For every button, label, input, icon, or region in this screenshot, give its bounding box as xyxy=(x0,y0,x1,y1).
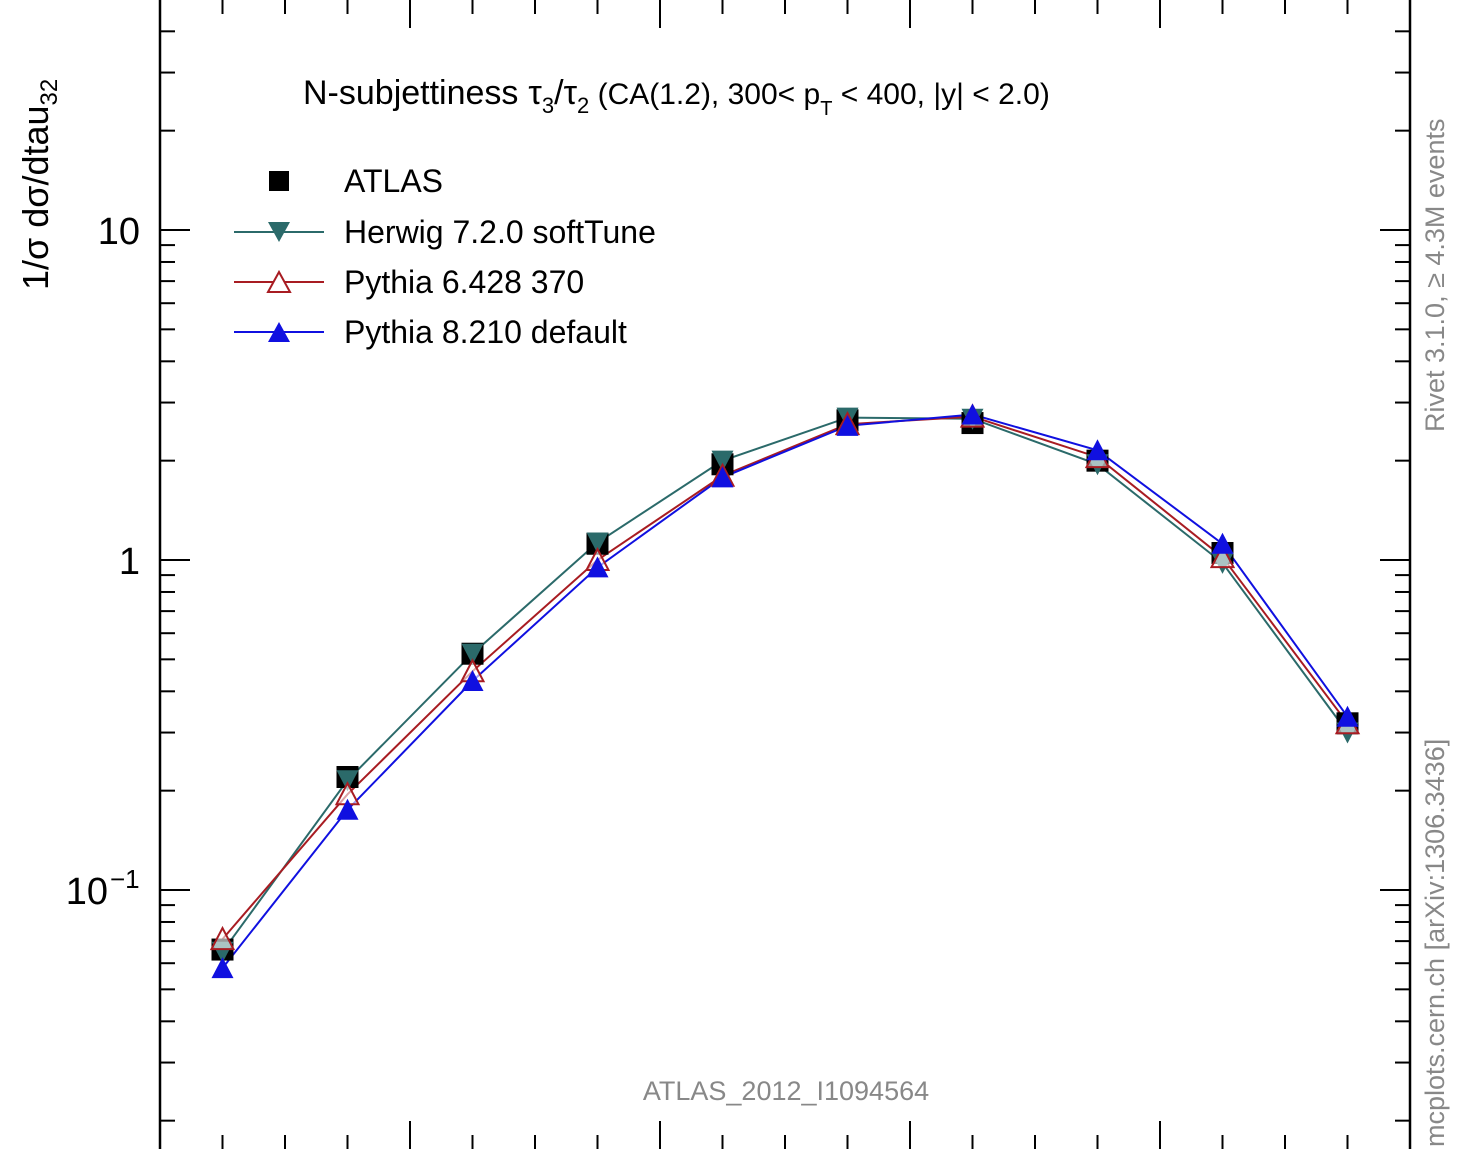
svg-text:1/σ dσ/dtau32: 1/σ dσ/dtau32 xyxy=(15,79,63,290)
point-herwig-7-2-0-softtune xyxy=(461,643,484,665)
chart-title-den-sub: 2 xyxy=(577,93,589,118)
legend-herwig-label: Herwig 7.2.0 softTune xyxy=(344,214,656,250)
y-tick-label-0.1-exponent: −1 xyxy=(110,864,140,894)
chart-title-num-sub: 3 xyxy=(542,93,554,118)
series-lines xyxy=(221,413,1349,969)
point-pythia-8-210-default xyxy=(836,414,859,436)
series-line-herwig-7-2-0-softtune xyxy=(221,416,1349,953)
y-axis-label-sub: 32 xyxy=(36,79,63,106)
series-line-pythia-6-428-370 xyxy=(221,415,1349,940)
x-axis-ticks xyxy=(221,0,1349,1149)
series-markers xyxy=(209,403,1361,979)
point-herwig-7-2-0-softtune xyxy=(336,770,359,792)
y-axis-label: 1/σ dσ/dtau32 xyxy=(15,79,63,290)
series-line-pythia-8-210-default xyxy=(221,413,1349,969)
legend-pythia6-label: Pythia 6.428 370 xyxy=(344,264,584,300)
legend-herwig-marker xyxy=(268,222,290,242)
y-tick-label-10: 10 xyxy=(98,211,140,253)
rivet-version-label: Rivet 3.1.0, ≥ 4.3M events xyxy=(1420,119,1450,432)
point-pythia-6-428-370 xyxy=(209,925,236,951)
legend-atlas-marker xyxy=(269,171,289,191)
point-herwig-7-2-0-softtune xyxy=(711,450,734,472)
chart-title-slash: / xyxy=(554,74,564,112)
y-tick-label-1: 1 xyxy=(119,541,140,583)
chart-title-word: N-subjettiness xyxy=(303,74,518,112)
analysis-id-label: ATLAS_2012_I1094564 xyxy=(643,1076,929,1106)
point-pythia-8-210-default xyxy=(711,466,734,488)
point-pythia-8-210-default xyxy=(336,798,359,820)
chart-title-pt-sub: T xyxy=(820,98,832,120)
point-pythia-8-210-default xyxy=(961,403,984,425)
legend-pythia8-label: Pythia 8.210 default xyxy=(344,314,627,350)
legend-pythia6-marker xyxy=(266,269,292,293)
chart-title: N-subjettiness τ3/τ2 (CA(1.2), 300< pT < … xyxy=(303,74,1050,120)
y-tick-label-0.1: 10 xyxy=(66,871,108,913)
legend: ATLAS Herwig 7.2.0 softTune Pythia 6.428… xyxy=(234,163,656,350)
y-axis-ticks xyxy=(160,30,1410,1122)
point-pythia-8-210-default xyxy=(1086,439,1109,461)
chart-title-cuts-b: < 400, |y| < 2.0) xyxy=(832,78,1049,111)
plot-frame xyxy=(158,0,1412,1149)
legend-atlas-label: ATLAS xyxy=(344,163,443,199)
chart-title-tau-num: τ xyxy=(528,74,542,112)
chart-title-cuts-a: (CA(1.2), 300< p xyxy=(589,78,820,111)
point-pythia-8-210-default xyxy=(1211,532,1234,554)
chart-title-tau-den: τ xyxy=(564,74,578,112)
point-pythia-6-428-370 xyxy=(1209,544,1236,569)
point-herwig-7-2-0-softtune xyxy=(586,532,609,554)
point-pythia-8-210-default xyxy=(1336,705,1359,727)
point-pythia-8-210-default xyxy=(211,957,234,979)
y-axis-label-main: 1/σ dσ/dtau xyxy=(15,105,56,290)
point-pythia-8-210-default xyxy=(461,669,484,691)
legend-pythia8-marker xyxy=(268,322,290,342)
mcplots-reference-label: mcplots.cern.ch [arXiv:1306.3436] xyxy=(1420,739,1450,1147)
point-pythia-8-210-default xyxy=(586,556,609,578)
